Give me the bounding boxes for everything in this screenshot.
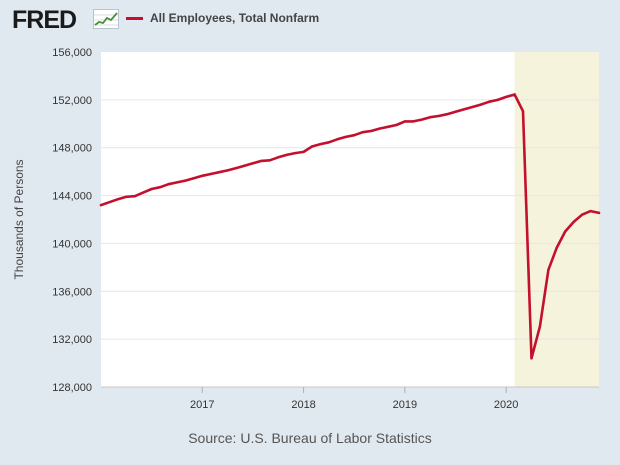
data-point — [218, 171, 221, 174]
data-point — [420, 118, 423, 121]
y-tick-label: 156,000 — [52, 47, 92, 59]
data-point — [445, 113, 449, 116]
data-point — [471, 105, 474, 109]
data-point — [327, 141, 331, 144]
data-point — [547, 268, 550, 271]
data-point — [158, 186, 162, 189]
data-point — [479, 103, 482, 106]
y-tick-label: 144,000 — [52, 191, 92, 203]
source-note: Source: U.S. Bureau of Labor Statistics — [188, 430, 432, 446]
x-tick-label: 2018 — [291, 399, 315, 411]
recession-shading-layer — [514, 52, 599, 387]
x-tick-label: 2020 — [494, 399, 518, 411]
data-point — [116, 198, 120, 201]
header: FRED All Employees, Total Nonfarm — [0, 0, 620, 40]
data-point — [412, 120, 415, 123]
data-point — [209, 172, 212, 176]
data-point — [133, 195, 136, 198]
data-point — [378, 127, 381, 130]
data-point — [555, 246, 558, 249]
data-point — [336, 138, 339, 141]
y-axis-ticks: 128,000 132,000 136,000 140,000 144,000 148,0… — [52, 47, 92, 394]
y-tick-label: 148,000 — [52, 143, 92, 155]
y-tick-label: 140,000 — [52, 238, 92, 250]
line-chart[interactable]: 128,000 132,000 136,000 140,000 144,000 148,0… — [0, 40, 620, 430]
data-point — [488, 100, 491, 103]
data-point — [437, 114, 440, 118]
data-point — [395, 123, 398, 127]
data-point — [386, 125, 390, 128]
data-point — [268, 159, 271, 162]
data-point — [513, 93, 516, 96]
data-point — [496, 98, 499, 102]
data-point — [260, 159, 263, 163]
data-point — [226, 169, 229, 172]
data-point — [184, 179, 187, 182]
data-point — [243, 164, 246, 167]
data-point — [175, 181, 179, 184]
data-point — [361, 131, 364, 134]
data-point — [167, 183, 170, 186]
y-axis-label: Thousands of Persons — [12, 159, 26, 279]
data-point — [403, 120, 407, 123]
data-point — [125, 195, 128, 198]
fred-logo[interactable]: FRED — [12, 6, 77, 34]
data-point — [589, 209, 592, 213]
data-point — [302, 150, 305, 154]
chart-line-icon — [93, 9, 119, 29]
data-point — [277, 156, 280, 159]
data-point — [108, 201, 111, 204]
data-point — [564, 230, 567, 233]
data-point — [142, 191, 145, 194]
data-point — [319, 142, 322, 146]
data-point — [429, 116, 432, 119]
data-point — [344, 135, 347, 139]
data-point — [150, 187, 153, 191]
x-tick-label: 2019 — [393, 399, 417, 411]
y-tick-label: 152,000 — [52, 95, 92, 107]
data-point — [293, 151, 297, 155]
data-point — [572, 220, 575, 224]
data-point — [310, 145, 314, 148]
data-point — [597, 211, 601, 215]
data-point — [201, 174, 204, 177]
legend-label: All Employees, Total Nonfarm — [150, 11, 320, 25]
series-line — [99, 93, 601, 360]
data-point — [530, 357, 533, 360]
data-point — [454, 110, 457, 114]
series-layer — [99, 93, 601, 360]
data-point — [285, 153, 288, 157]
data-point — [521, 110, 525, 113]
recession-band — [514, 52, 599, 387]
legend-swatch — [126, 17, 143, 20]
data-point — [538, 325, 542, 328]
data-point — [580, 213, 584, 216]
data-point — [462, 108, 466, 111]
y-tick-label: 128,000 — [52, 382, 92, 394]
y-tick-label: 136,000 — [52, 286, 92, 298]
gridlines — [101, 99, 599, 388]
data-point — [369, 129, 373, 133]
data-point — [192, 177, 195, 180]
data-point — [353, 134, 356, 137]
x-axis-ticks: 2017 2018 2019 2020 — [190, 387, 518, 411]
data-point — [505, 95, 508, 99]
y-tick-label: 132,000 — [52, 334, 92, 346]
x-tick-label: 2017 — [190, 399, 214, 411]
data-point — [251, 162, 255, 165]
data-point — [99, 203, 103, 207]
data-point — [234, 166, 238, 170]
